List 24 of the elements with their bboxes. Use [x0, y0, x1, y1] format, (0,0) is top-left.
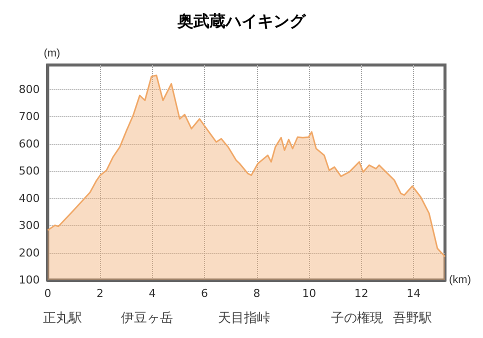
- text: 吾野駅: [393, 310, 432, 325]
- x-tick-label: 2: [96, 287, 104, 300]
- y-tick-label: 400: [18, 192, 40, 205]
- x-tick-label: 4: [148, 287, 156, 300]
- text: 伊豆ヶ岳: [121, 310, 173, 325]
- x-tick-label: 6: [201, 287, 208, 300]
- text: 子の権現: [331, 310, 383, 325]
- y-tick-label: 600: [18, 137, 40, 150]
- text: 正丸駅: [43, 310, 82, 325]
- y-tick-label: 800: [18, 82, 40, 96]
- x-tick-label: 0: [44, 287, 52, 300]
- x-tick-label: 10: [302, 287, 316, 300]
- x-tick-label: 14: [406, 287, 421, 300]
- y-tick-label: 700: [18, 110, 40, 124]
- chart-title: 奥武蔵ハイキング: [176, 12, 306, 30]
- x-tick-label: 8: [253, 287, 260, 300]
- y-tick-label: 100: [18, 274, 40, 286]
- y-tick-label: 300: [18, 219, 40, 232]
- x-tick-label: 12: [354, 287, 368, 300]
- y-axis-title: (m): [44, 48, 60, 60]
- x-axis-title: (km): [449, 274, 471, 286]
- y-tick-label: 500: [18, 164, 40, 178]
- y-tick-label: 200: [18, 246, 40, 260]
- text: 天目指峠: [218, 310, 270, 325]
